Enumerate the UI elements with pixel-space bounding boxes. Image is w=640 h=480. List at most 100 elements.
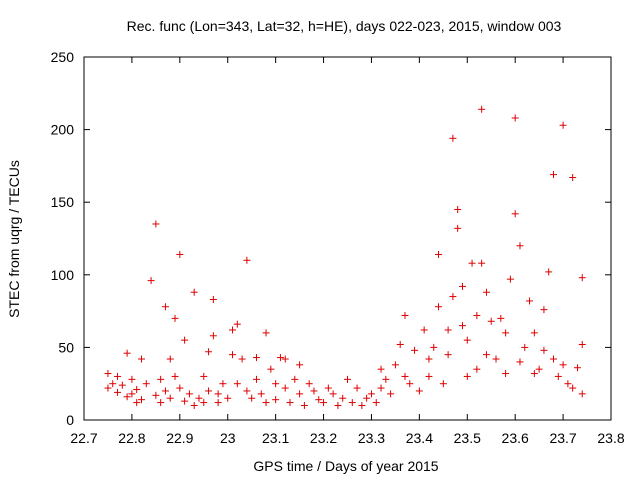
data-point [214, 399, 222, 407]
data-point [435, 303, 443, 311]
data-point [550, 171, 558, 179]
data-point [114, 372, 122, 380]
y-tick-label: 250 [51, 49, 75, 65]
data-point [152, 220, 160, 228]
data-point [444, 326, 452, 334]
data-point [449, 293, 457, 301]
data-point [233, 320, 241, 328]
data-point [449, 134, 457, 142]
data-point [114, 388, 122, 396]
data-point [128, 375, 136, 383]
data-point [142, 380, 150, 388]
data-point [272, 396, 280, 404]
data-point [243, 256, 251, 264]
data-point [272, 380, 280, 388]
data-point [324, 384, 332, 392]
data-point [497, 314, 505, 322]
x-tick-label: 22.9 [166, 430, 193, 446]
data-point [181, 397, 189, 405]
data-point [329, 390, 337, 398]
data-point [181, 336, 189, 344]
data-point [372, 399, 380, 407]
data-points [104, 105, 586, 409]
data-point [248, 394, 256, 402]
data-point [128, 390, 136, 398]
data-point [387, 390, 395, 398]
data-point [502, 329, 510, 337]
data-point [569, 384, 577, 392]
data-point [540, 306, 548, 314]
data-point [109, 380, 117, 388]
data-point [511, 114, 519, 122]
data-point [559, 121, 567, 129]
data-point [516, 242, 524, 250]
data-point [530, 329, 538, 337]
x-tick-label: 23 [220, 430, 236, 446]
data-point [454, 224, 462, 232]
data-point [104, 384, 112, 392]
data-point [262, 399, 270, 407]
y-axis: 0 50 100 150 200 250 [51, 49, 611, 428]
data-point [229, 351, 237, 359]
data-point [166, 394, 174, 402]
y-tick-label: 150 [51, 194, 75, 210]
data-point [482, 288, 490, 296]
data-point [296, 390, 304, 398]
data-point [420, 326, 428, 334]
data-point [161, 387, 169, 395]
data-point [133, 399, 141, 407]
data-point [219, 380, 227, 388]
data-point [458, 322, 466, 330]
data-point [339, 394, 347, 402]
data-point [454, 205, 462, 213]
data-point [367, 390, 375, 398]
x-tick-label: 23.7 [549, 430, 576, 446]
data-point [305, 380, 313, 388]
data-point [200, 372, 208, 380]
data-point [214, 390, 222, 398]
data-point [463, 336, 471, 344]
data-point [353, 384, 361, 392]
data-point [463, 372, 471, 380]
data-point [267, 365, 275, 373]
data-point [300, 401, 308, 409]
data-point [478, 105, 486, 113]
data-point [578, 390, 586, 398]
data-point [425, 355, 433, 363]
data-point [190, 288, 198, 296]
plot-frame [83, 56, 612, 421]
y-tick-label: 200 [51, 122, 75, 138]
data-point [406, 380, 414, 388]
data-point [205, 348, 213, 356]
data-point [530, 370, 538, 378]
data-point [334, 401, 342, 409]
data-point [320, 399, 328, 407]
data-point [435, 250, 443, 258]
data-point [482, 351, 490, 359]
data-point [578, 274, 586, 282]
data-point [358, 401, 366, 409]
data-point [209, 295, 217, 303]
data-point [401, 372, 409, 380]
x-tick-label: 23.4 [406, 430, 433, 446]
data-point [252, 375, 260, 383]
data-point [315, 396, 323, 404]
x-tick-label: 23.6 [502, 430, 529, 446]
x-axis: 22.7 22.8 22.9 23 23.1 23.2 23.3 23.4 23.5 23.6 23… [70, 57, 625, 446]
data-point [281, 384, 289, 392]
data-point [545, 268, 553, 276]
data-point [473, 311, 481, 319]
data-point [430, 343, 438, 351]
data-point [200, 399, 208, 407]
data-point [133, 386, 141, 394]
x-tick-label: 22.7 [70, 430, 97, 446]
data-point [281, 355, 289, 363]
data-point [578, 340, 586, 348]
data-point [535, 365, 543, 373]
data-point [229, 326, 237, 334]
data-point [286, 399, 294, 407]
data-point [185, 390, 193, 398]
y-tick-label: 50 [58, 339, 74, 355]
data-point [238, 355, 246, 363]
data-point [195, 394, 203, 402]
